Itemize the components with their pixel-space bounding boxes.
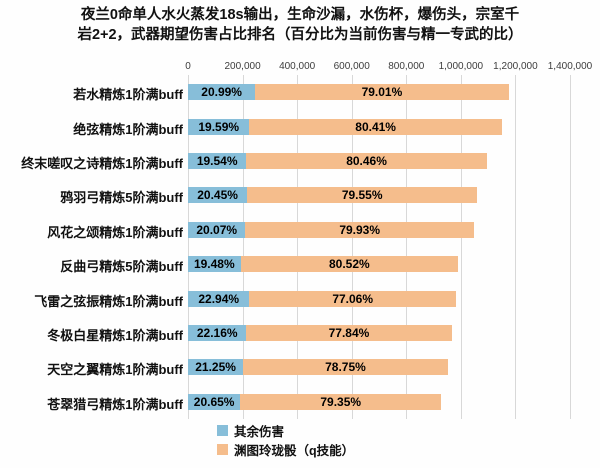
bar-segment-other-damage: 22.16% — [188, 325, 247, 341]
bar-row: 19.54% 80.46% — [188, 153, 487, 169]
legend: 其余伤害渊图玲珑骰（q技能） — [217, 421, 354, 459]
x-axis-tick-label: 1,200,000 — [493, 61, 538, 72]
bar-segment-q-skill: 78.75% — [243, 359, 448, 376]
gridline — [460, 75, 462, 419]
category-label: 绝弦精炼1阶满buff — [73, 121, 183, 137]
category-label: 若水精炼1阶满buff — [73, 87, 183, 103]
bar-segment-label: 78.75% — [325, 360, 366, 375]
bar-segment-label: 20.65% — [193, 394, 235, 409]
gridline — [406, 75, 408, 419]
bar-segment-label: 77.06% — [332, 291, 374, 306]
legend-item: 渊图玲珑骰（q技能） — [217, 440, 354, 459]
bar-segment-label: 19.48% — [193, 257, 235, 272]
chart-title-line1: 夜兰0命单人水火蒸发18s输出，生命沙漏，水伤杯，爆伤头，宗室千 — [80, 7, 520, 23]
bar-segment-other-damage: 19.48% — [188, 256, 241, 273]
bar-segment-label: 22.16% — [196, 326, 238, 340]
bar-segment-label: 79.93% — [339, 222, 381, 237]
category-label: 天空之翼精炼1阶满buff — [47, 362, 183, 378]
category-label: 苍翠猎弓精炼1阶满buff — [47, 396, 183, 412]
bar-segment-q-skill: 80.52% — [240, 256, 459, 273]
gridline — [515, 75, 517, 419]
bar-row: 20.65% 79.35% — [188, 393, 442, 410]
bar-row: 22.16% 77.84% — [188, 325, 452, 341]
bar-segment-label: 79.55% — [341, 188, 383, 203]
bar-row: 19.48% 80.52% — [188, 256, 459, 273]
bar-row: 20.99% 79.01% — [188, 84, 509, 101]
bar-segment-label: 22.94% — [198, 291, 240, 306]
gridline — [242, 75, 244, 419]
bar-segment-other-damage: 20.45% — [188, 187, 248, 204]
category-label: 反曲弓精炼5阶满buff — [60, 259, 183, 275]
x-axis-tick-label: 200,000 — [224, 61, 261, 72]
bar-segment-label: 80.52% — [329, 257, 370, 272]
chart-title: 夜兰0命单人水火蒸发18s输出，生命沙漏，水伤杯，爆伤头，宗室千 岩2+2，武器… — [30, 5, 570, 45]
bar-segment-other-damage: 20.07% — [188, 221, 246, 238]
bar-segment-label: 80.41% — [355, 119, 396, 134]
bar-segment-q-skill: 80.46% — [246, 153, 487, 169]
gridline — [351, 75, 353, 419]
bar-segment-label: 77.84% — [328, 326, 370, 340]
bar-row: 22.94% 77.06% — [188, 290, 456, 307]
plot-area: 20.99% 79.01% 19.59% 80.41% 19.54% 80.46% 20.4… — [188, 75, 571, 419]
gridline — [570, 75, 571, 419]
bar-segment-q-skill: 79.55% — [247, 187, 478, 204]
x-axis-tick-label: 1,400,000 — [547, 61, 593, 72]
bar-segment-q-skill: 77.06% — [249, 290, 456, 307]
bar-segment-label: 79.35% — [320, 394, 362, 409]
category-label: 冬极白星精炼1阶满buff — [47, 328, 183, 343]
bar-segment-q-skill: 79.35% — [240, 393, 442, 410]
x-axis-tick-label: 600,000 — [333, 61, 370, 72]
bar-segment-label: 80.46% — [346, 154, 387, 168]
bar-segment-q-skill: 79.93% — [245, 221, 474, 238]
bar-segment-label: 19.59% — [198, 119, 240, 134]
bar-segment-label: 20.07% — [196, 222, 238, 237]
bar-row: 19.59% 80.41% — [188, 118, 502, 135]
category-label: 终末嗟叹之诗精炼1阶满buff — [21, 156, 183, 171]
legend-item: 其余伤害 — [217, 421, 354, 440]
bar-segment-label: 19.54% — [196, 154, 238, 168]
category-label: 风花之颂精炼1阶满buff — [47, 224, 183, 240]
bar-row: 20.07% 79.93% — [188, 221, 474, 238]
category-label: 飞雷之弦振精炼1阶满buff — [34, 293, 183, 309]
bar-row: 20.45% 79.55% — [188, 187, 478, 204]
legend-label: 渊图玲珑骰（q技能） — [234, 444, 355, 458]
bar-segment-q-skill: 80.41% — [249, 118, 502, 135]
x-axis-tick-label: 800,000 — [388, 61, 425, 72]
bar-segment-other-damage: 19.59% — [188, 118, 250, 135]
bar-segment-label: 20.45% — [197, 188, 238, 203]
legend-label: 其余伤害 — [234, 425, 285, 439]
gridline — [297, 75, 299, 419]
bar-segment-other-damage: 19.54% — [188, 153, 247, 169]
bar-segment-label: 20.99% — [201, 85, 242, 100]
bar-row: 21.25% 78.75% — [188, 359, 448, 376]
legend-swatch-icon — [217, 444, 228, 455]
bar-segment-other-damage: 21.25% — [188, 359, 244, 376]
category-label: 鸦羽弓精炼5阶满buff — [60, 190, 183, 206]
bar-segment-label: 21.25% — [195, 360, 236, 375]
legend-swatch-icon — [217, 425, 228, 436]
bar-segment-q-skill: 79.01% — [255, 84, 509, 101]
bar-segment-other-damage: 20.99% — [188, 84, 256, 101]
x-axis-tick-label: 0 — [185, 61, 191, 72]
chart-title-line2: 岩2+2，武器期望伤害占比排名（百分比为当前伤害与精一专武的比） — [77, 27, 523, 43]
x-axis-tick-label: 1,000,000 — [438, 61, 484, 72]
bar-segment-q-skill: 77.84% — [246, 325, 452, 341]
x-axis-tick-label: 400,000 — [279, 61, 316, 72]
bar-segment-label: 79.01% — [361, 85, 403, 100]
bar-segment-other-damage: 22.94% — [188, 290, 250, 307]
gridline — [188, 75, 189, 419]
bar-segment-other-damage: 20.65% — [188, 393, 241, 410]
